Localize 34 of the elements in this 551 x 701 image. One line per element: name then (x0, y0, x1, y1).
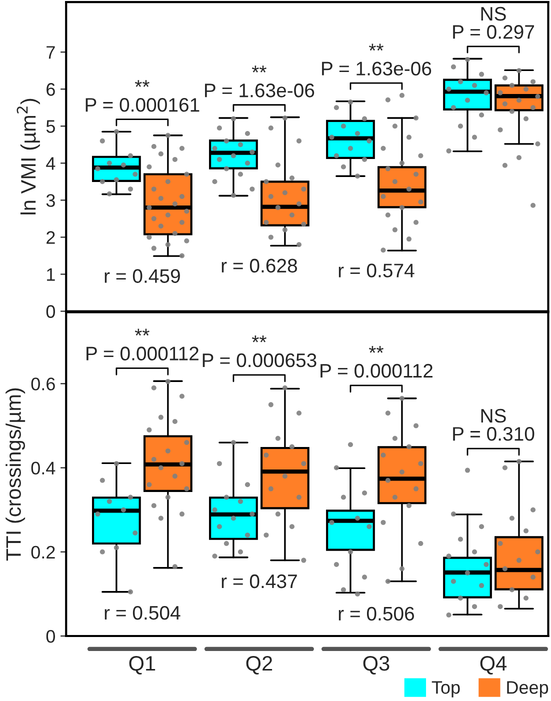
legend-label: Top (432, 681, 460, 698)
y-tick-label: 0 (46, 630, 55, 643)
y-tick-label: 1 (47, 268, 55, 281)
annotation: ** P = 0.000161 (86, 80, 200, 112)
annotation: r = 0.506 (338, 606, 414, 621)
annotation: ** P = 1.63e-06 (322, 44, 432, 76)
annotation: ** P = 0.000112 (320, 346, 432, 378)
y-tick-label: 0.6 (31, 378, 55, 390)
annotation: r = 0.437 (222, 574, 297, 588)
y-tick-label: 5 (46, 120, 55, 133)
annotation: r = 0.628 (222, 258, 298, 273)
y-tick-label: 2 (46, 231, 55, 244)
annotation: NS P = 0.297 (453, 6, 534, 39)
y-tick-label: 0.4 (31, 462, 56, 474)
y-tick-label: 0.2 (31, 546, 55, 559)
annotation: r = 0.504 (104, 606, 180, 620)
y-tick-label: 4 (46, 157, 56, 170)
x-tick-label: Q3 (363, 656, 390, 674)
x-tick-label: Q4 (480, 656, 507, 674)
annotation: NS P = 0.310 (453, 408, 534, 441)
annotation: ** P = 0.000112 (86, 328, 198, 360)
y-tick-label: 0 (46, 305, 55, 318)
annotation: r = 0.574 (338, 264, 414, 278)
y-axis-title: TTI (crossings/µm) (6, 388, 26, 561)
y-tick-label: 3 (46, 194, 55, 207)
x-tick-label: Q1 (129, 656, 156, 674)
y-tick-label: 7 (46, 46, 55, 59)
annotation: r = 0.459 (104, 269, 180, 283)
annotation: ** P = 1.63e-06 (205, 66, 314, 98)
annotation: ** P = 0.000653 (202, 335, 316, 368)
y-tick-label: 6 (46, 83, 55, 96)
x-tick-label: Q2 (246, 656, 272, 674)
legend-label: Deep (507, 681, 548, 698)
y-axis-title: ln VMI (µm$^{2}$) (16, 98, 40, 214)
